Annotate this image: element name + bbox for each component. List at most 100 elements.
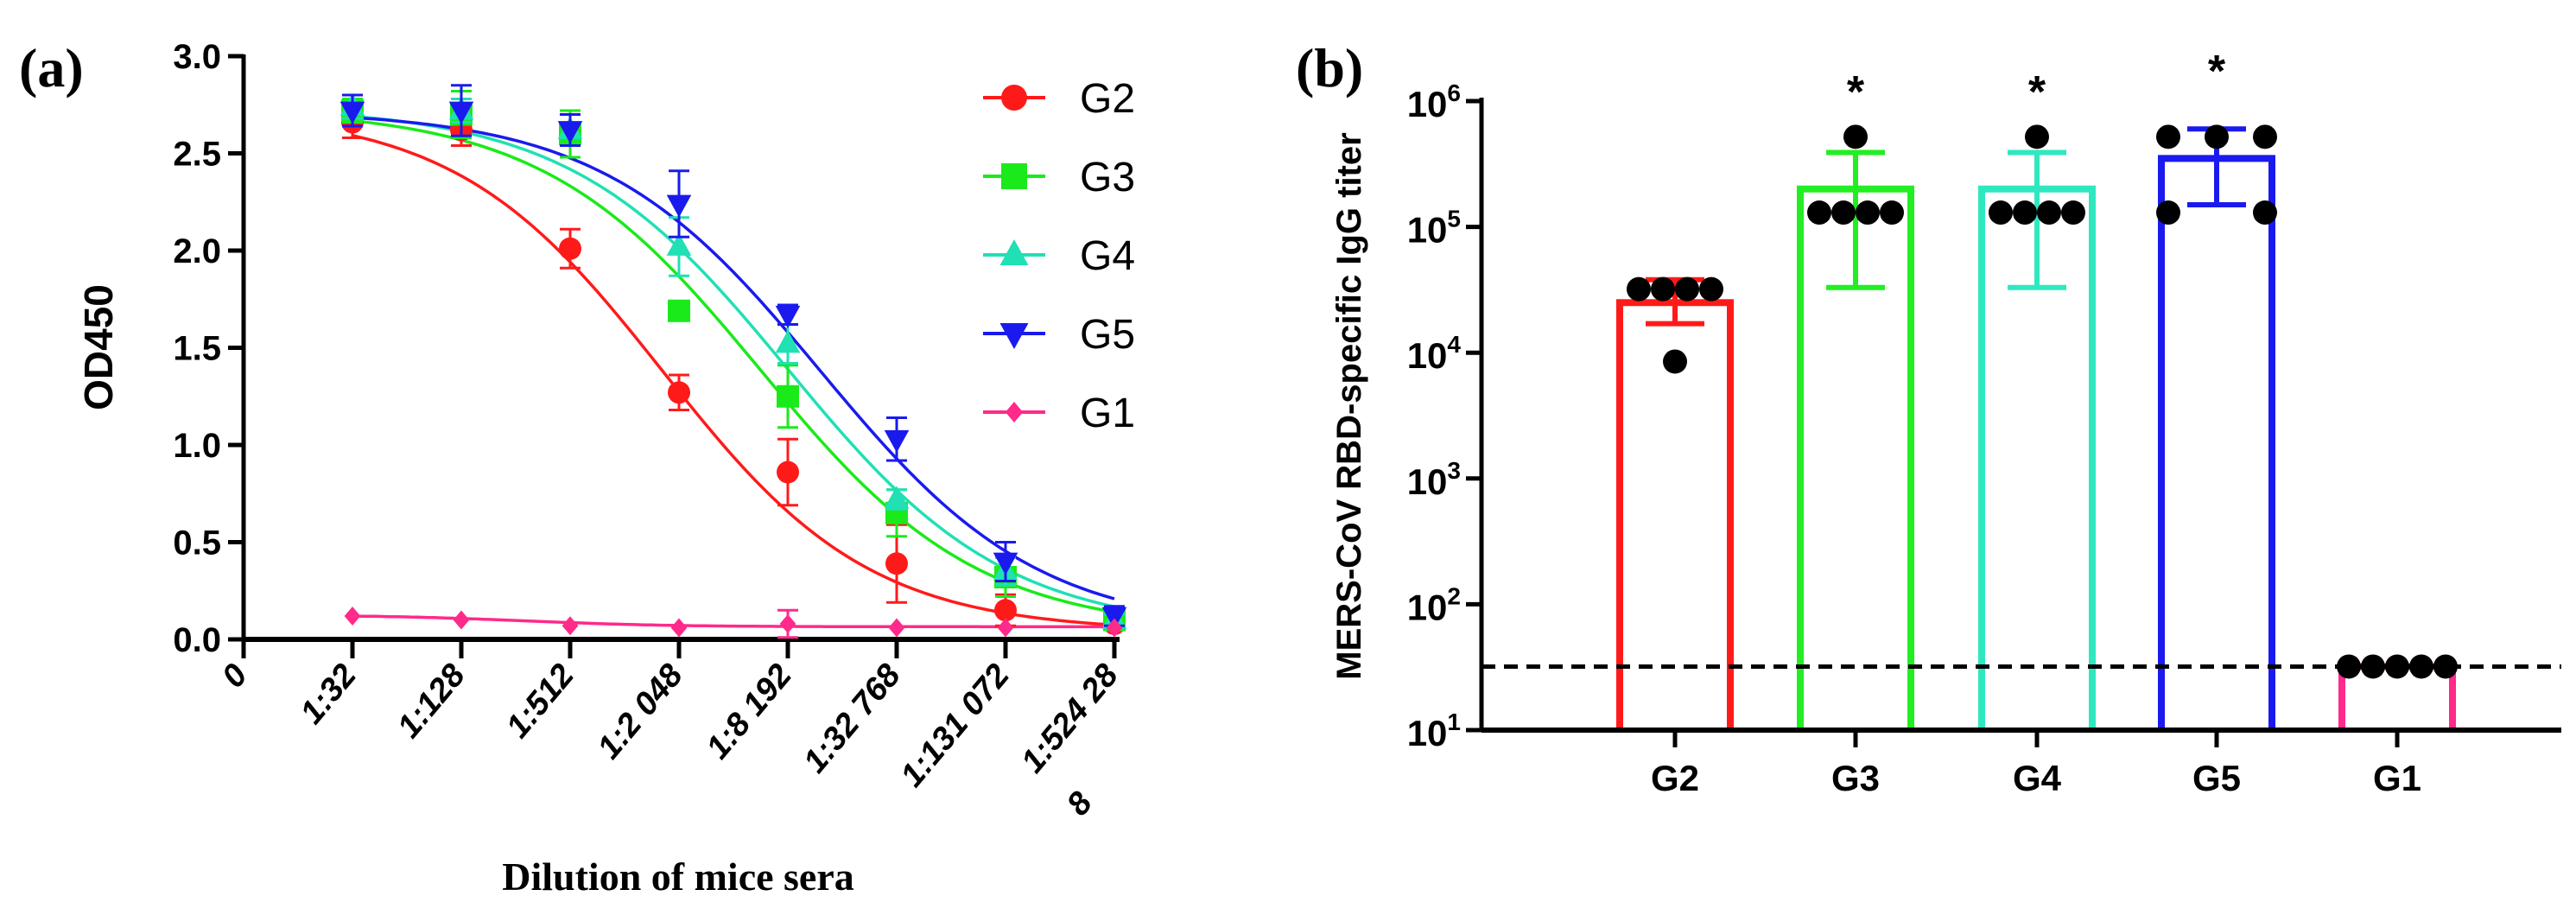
data-point-G5 <box>2253 124 2277 149</box>
data-point-G5 <box>775 305 801 328</box>
data-point-G2 <box>1651 276 1675 302</box>
panel-a-y-tick-label: 1.0 <box>173 427 221 465</box>
panel-a-y-axis-title: OD450 <box>76 284 121 410</box>
data-point-G5 <box>2156 200 2180 226</box>
data-point-G1 <box>562 616 579 636</box>
data-point-G2 <box>1663 349 1687 374</box>
data-point-G4 <box>1989 200 2013 226</box>
data-point-G1 <box>2337 654 2361 679</box>
data-point-G2 <box>1699 276 1723 302</box>
data-point-G2 <box>994 599 1017 622</box>
data-point-G4 <box>2013 200 2037 226</box>
panel-a-y-tick-label: 1.5 <box>173 330 221 368</box>
panel-b-x-tick-label: G1 <box>2373 758 2421 798</box>
data-point-G1 <box>2433 654 2458 679</box>
data-point-G5 <box>339 101 365 124</box>
data-point-G4 <box>2061 200 2085 226</box>
data-point-G2 <box>668 381 690 404</box>
panel-a-x-axis-title: Dilution of mice sera <box>502 855 854 899</box>
data-point-G4 <box>666 232 692 256</box>
panel-a-y-tick-label: 0.5 <box>173 524 221 562</box>
data-point-G3 <box>1807 200 1831 226</box>
panel-b-y-tick-label: 105 <box>1407 206 1461 251</box>
data-point-G2 <box>1627 276 1651 302</box>
data-point-G1 <box>2409 654 2433 679</box>
panel-b-chart: (b) MERS-CoV RBD-specific IgG titer 101 1… <box>1296 37 2561 798</box>
data-point-G4 <box>2037 200 2061 226</box>
data-point-G2 <box>885 552 908 575</box>
data-point-G1 <box>779 614 796 633</box>
data-point-G5 <box>884 429 910 453</box>
panel-a-x-tick-label: 1:512 <box>499 658 581 745</box>
panel-b-x-tick-label: G4 <box>2013 758 2062 798</box>
data-point-G2 <box>559 237 581 260</box>
data-point-G3 <box>1856 200 1880 226</box>
legend-marker-G5 <box>999 323 1029 349</box>
fit-curve-G5 <box>352 116 1115 600</box>
panel-b-y-tick-label: 102 <box>1407 582 1461 627</box>
data-point-G3 <box>1880 200 1904 226</box>
panel-b-label: (b) <box>1296 37 1363 98</box>
legend-marker-G2 <box>1001 85 1027 111</box>
legend-marker-G3 <box>1001 163 1027 189</box>
fit-curve-G2 <box>352 134 1115 627</box>
panel-a-y-tick-label: 3.0 <box>173 38 221 76</box>
panel-a-x-tick-label: 1:128 <box>390 657 473 745</box>
legend-label-G2: G2 <box>1080 76 1135 122</box>
data-point-G1 <box>888 618 905 638</box>
panel-a-y-tick-label: 2.5 <box>173 136 221 174</box>
panel-b-y-tick-label: 101 <box>1407 708 1461 753</box>
data-point-G4 <box>775 330 801 353</box>
data-point-G1 <box>344 607 361 626</box>
data-point-G1 <box>453 610 470 630</box>
panel-a-x-tick-label: 1:524 28 <box>1014 657 1126 780</box>
panel-b-x-tick-label: G5 <box>2192 758 2241 798</box>
data-point-G3 <box>668 299 690 322</box>
legend-label-G1: G1 <box>1080 391 1135 436</box>
data-point-G5 <box>448 101 474 124</box>
panel-a-chart: (a) OD450 Dilution of mice sera 0.0 0.5 1.… <box>19 37 1135 899</box>
panel-a-x-tick-label-wrap: 8 <box>1060 785 1100 823</box>
legend-label-G4: G4 <box>1080 233 1135 279</box>
data-point-G5 <box>557 121 583 144</box>
data-point-G4 <box>2025 124 2049 149</box>
data-point-G3 <box>1843 124 1868 149</box>
data-point-G1 <box>2361 654 2385 679</box>
fit-curve-G3 <box>352 118 1115 614</box>
panel-a-y-tick-label: 0.0 <box>173 621 221 659</box>
legend-marker-G1 <box>1005 402 1024 423</box>
panel-a-x-tick-label: 1:131 072 <box>894 658 1017 794</box>
data-point-G5 <box>2156 124 2180 149</box>
data-point-G5 <box>993 552 1018 575</box>
significance-marker-G3: * <box>1847 67 1865 118</box>
data-point-G3 <box>777 384 799 408</box>
data-point-G5 <box>2205 124 2229 149</box>
data-point-G5 <box>2253 200 2277 226</box>
legend-marker-G4 <box>999 239 1029 265</box>
data-point-G5 <box>666 194 692 218</box>
panel-a-x-tick-label: 1:8 192 <box>700 658 799 766</box>
panel-b-y-tick-label: 103 <box>1407 457 1461 502</box>
panel-a-label: (a) <box>19 37 84 98</box>
significance-marker-G5: * <box>2208 47 2226 97</box>
legend-label-G5: G5 <box>1080 312 1135 358</box>
data-point-G4 <box>884 486 910 509</box>
data-point-G2 <box>777 461 799 484</box>
fit-curve-G1 <box>352 614 1114 629</box>
data-point-G1 <box>670 618 688 638</box>
panel-b-y-tick-label: 104 <box>1407 331 1462 376</box>
legend-label-G3: G3 <box>1080 155 1135 200</box>
panel-a-y-tick-label: 2.0 <box>173 232 221 270</box>
bar-G5 <box>2158 155 2275 730</box>
data-point-G1 <box>997 618 1014 638</box>
panel-a-x-tick-label: 0 <box>215 658 255 695</box>
panel-b-x-tick-label: G3 <box>1831 758 1880 798</box>
fit-curve-G4 <box>352 114 1115 608</box>
panel-b-y-tick-label: 106 <box>1407 79 1461 124</box>
significance-marker-G4: * <box>2028 67 2046 118</box>
panel-a-x-tick-label: 1:32 768 <box>796 657 908 780</box>
panel-b-y-axis-title: MERS-CoV RBD-specific IgG titer <box>1330 132 1368 679</box>
panel-a-x-tick-label: 1:2 048 <box>591 657 691 766</box>
panel-b-x-tick-label: G2 <box>1651 758 1699 798</box>
